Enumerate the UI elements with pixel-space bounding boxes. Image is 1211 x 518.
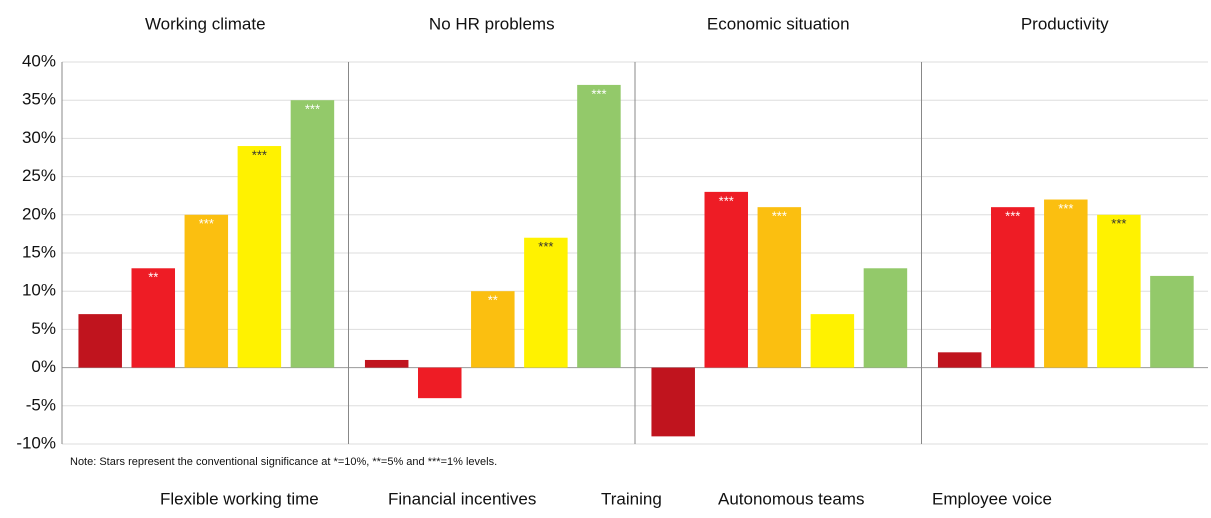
legend-label: Autonomous teams xyxy=(718,489,864,508)
significance-stars: *** xyxy=(591,86,606,101)
group-title: Economic situation xyxy=(707,14,850,33)
legend-label: Employee voice xyxy=(932,489,1052,508)
bar xyxy=(418,367,462,399)
significance-stars: *** xyxy=(772,209,787,224)
y-tick-label: -10% xyxy=(16,433,56,452)
significance-stars: *** xyxy=(1058,201,1073,216)
y-tick-label: 35% xyxy=(22,90,56,109)
y-tick-label: 40% xyxy=(22,51,56,70)
bar xyxy=(1150,275,1194,368)
significance-stars: *** xyxy=(1111,216,1126,231)
significance-stars: ** xyxy=(488,293,498,308)
y-tick-label: 0% xyxy=(31,357,56,376)
group-title: Working climate xyxy=(145,14,266,33)
significance-stars: *** xyxy=(252,147,267,162)
bar xyxy=(290,100,335,368)
legend-label: Flexible working time xyxy=(160,489,319,508)
bar xyxy=(131,268,176,368)
y-tick-label: 5% xyxy=(31,319,56,338)
bar xyxy=(184,214,229,368)
bar xyxy=(651,367,695,437)
bar xyxy=(78,314,122,368)
y-tick-label: 20% xyxy=(22,204,56,223)
bar xyxy=(471,291,515,368)
y-tick-label: 15% xyxy=(22,242,56,261)
bar xyxy=(364,359,409,368)
bar xyxy=(1097,214,1141,368)
legend-label: Financial incentives xyxy=(388,489,536,508)
group-title: Productivity xyxy=(1021,14,1109,33)
bar xyxy=(237,146,282,368)
bar xyxy=(577,84,621,368)
bar xyxy=(524,237,568,368)
note: Note: Stars represent the conventional s… xyxy=(70,456,497,468)
bar xyxy=(863,268,908,368)
significance-stars: ** xyxy=(148,270,158,285)
significance-stars: *** xyxy=(1005,209,1020,224)
y-tick-label: 10% xyxy=(22,281,56,300)
bar xyxy=(757,207,802,368)
bar xyxy=(704,191,749,368)
significance-stars: *** xyxy=(719,193,734,208)
bar xyxy=(991,207,1035,368)
legend-label: Training xyxy=(601,489,662,508)
significance-stars: *** xyxy=(199,216,214,231)
group-title: No HR problems xyxy=(429,14,555,33)
significance-stars: *** xyxy=(305,102,320,117)
bar xyxy=(810,314,855,368)
y-tick-label: -5% xyxy=(26,395,56,414)
bar xyxy=(937,352,982,368)
bar xyxy=(1044,199,1088,368)
significance-stars: *** xyxy=(538,239,553,254)
y-tick-label: 25% xyxy=(22,166,56,185)
y-tick-label: 30% xyxy=(22,128,56,147)
